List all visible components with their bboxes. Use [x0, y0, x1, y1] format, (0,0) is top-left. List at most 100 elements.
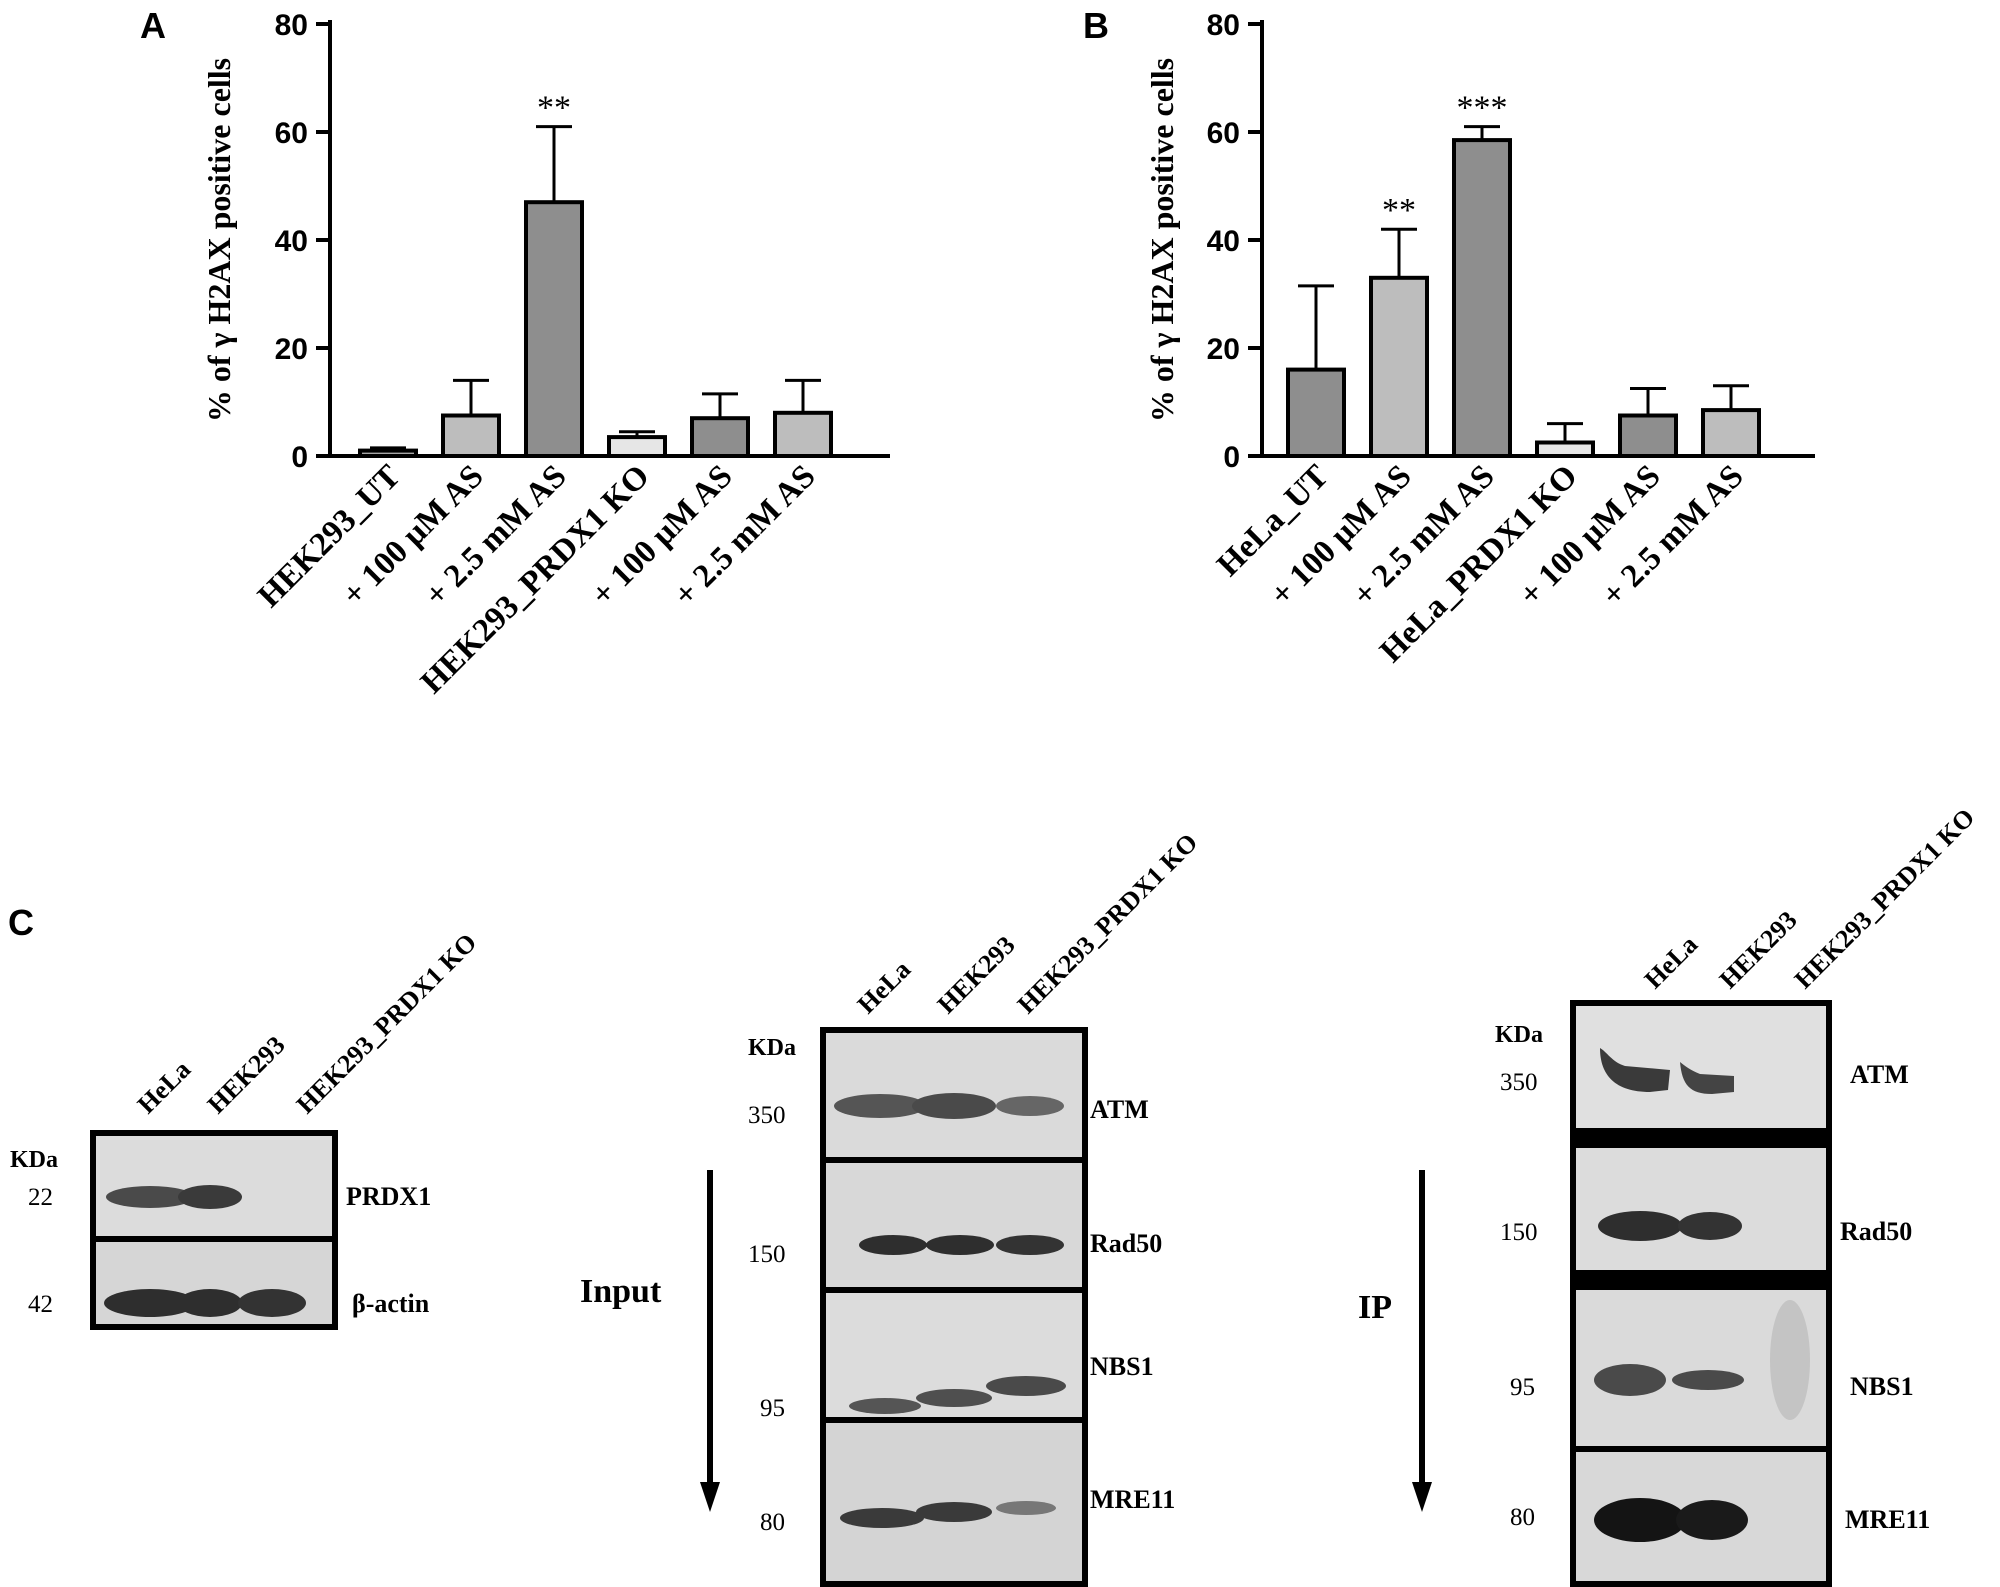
- input-label: Input: [580, 1273, 662, 1310]
- band-nbs1: [849, 1398, 921, 1414]
- panel-letter-b: B: [1083, 5, 1109, 46]
- y-tick-label: 0: [1223, 441, 1240, 474]
- mw-marker: 22: [28, 1184, 53, 1211]
- protein-label: NBS1: [1090, 1352, 1154, 1381]
- bar: [1452, 138, 1512, 458]
- arrow-down-icon: [1412, 1482, 1432, 1512]
- lane-label: HEK293_PRDX1 KO: [1789, 803, 1981, 995]
- band-rad50: [926, 1235, 994, 1255]
- lane-label: HEK293_PRDX1 KO: [1012, 828, 1204, 1020]
- band-nbs1: [916, 1389, 992, 1407]
- band-atm: [996, 1096, 1064, 1116]
- panel-letter-c: C: [8, 902, 34, 943]
- protein-label: β-actin: [352, 1289, 430, 1318]
- protein-label: MRE11: [1845, 1505, 1930, 1534]
- lane-label: HeLa: [852, 955, 916, 1019]
- mw-marker: 95: [1510, 1374, 1535, 1401]
- protein-label: PRDX1: [346, 1182, 431, 1211]
- chart-a: A % of γ H2AX positive cells 0 20 40 60 80 *…: [140, 5, 890, 701]
- bar: [358, 448, 418, 459]
- kda-label: KDa: [10, 1147, 58, 1173]
- lane-label: HeLa: [1639, 930, 1703, 994]
- mw-marker: 150: [1500, 1219, 1538, 1246]
- kda-label: KDa: [748, 1035, 796, 1061]
- category-labels-a: HEK293_UT+ 100 μM AS+ 2.5 mM ASHEK293_PR…: [251, 458, 822, 701]
- band-nbs1: [1594, 1364, 1666, 1396]
- category-label: HEK293_UT: [251, 458, 407, 614]
- y-ticks-b: 0 20 40 60 80: [1207, 9, 1262, 474]
- protein-label: Rad50: [1840, 1217, 1912, 1246]
- significance-label: **: [537, 90, 571, 127]
- mw-marker: 150: [748, 1241, 786, 1268]
- membrane-strip: [1576, 1148, 1826, 1270]
- bar: [1535, 440, 1595, 458]
- lane-label: HeLa: [132, 1055, 196, 1119]
- protein-label: NBS1: [1850, 1372, 1914, 1401]
- mw-marker: 350: [1500, 1069, 1538, 1096]
- y-tick-label: 40: [1207, 225, 1240, 258]
- blot-3-ip: HeLa HEK293 HEK293_PRDX1 KO KDa 350 150 …: [1358, 803, 1980, 1587]
- bars-b: *****: [1286, 90, 1761, 459]
- mw-marker: 80: [760, 1509, 785, 1536]
- y-axis-label-a: % of γ H2AX positive cells: [201, 58, 237, 422]
- band-nbs1: [986, 1376, 1066, 1396]
- bar: [1701, 408, 1761, 459]
- mw-marker: 350: [748, 1102, 786, 1129]
- band-actin-ko: [238, 1289, 306, 1317]
- band-mre11: [1594, 1498, 1686, 1542]
- band-nbs1: [1672, 1370, 1744, 1390]
- band-mre11: [916, 1502, 992, 1522]
- y-tick-label: 80: [275, 9, 308, 42]
- band-rad50: [996, 1235, 1064, 1255]
- band-actin-hek293: [178, 1289, 242, 1317]
- y-tick-label: 40: [275, 225, 308, 258]
- lane-label: HEK293: [202, 1030, 291, 1119]
- bar: [1618, 413, 1678, 458]
- protein-label: ATM: [1850, 1060, 1909, 1089]
- band-rad50: [1678, 1212, 1742, 1240]
- y-tick-label: 20: [275, 333, 308, 366]
- band-atm: [1680, 1062, 1734, 1094]
- y-tick-label: 60: [1207, 117, 1240, 150]
- band-rad50: [1598, 1211, 1682, 1241]
- panel-letter-a: A: [140, 5, 166, 46]
- bar: [524, 200, 584, 458]
- y-axis-label-b: % of γ H2AX positive cells: [1144, 58, 1180, 422]
- y-tick-label: 0: [291, 441, 308, 474]
- significance-label: ***: [1457, 90, 1508, 127]
- lane-label: HEK293: [1714, 905, 1803, 994]
- y-tick-label: 80: [1207, 9, 1240, 42]
- band-atm: [834, 1094, 926, 1118]
- band-mre11: [996, 1501, 1056, 1515]
- y-tick-label: 60: [275, 117, 308, 150]
- band-mre11: [1676, 1500, 1748, 1540]
- chart-b: B % of γ H2AX positive cells 0 20 40 60 80 *…: [1083, 5, 1815, 670]
- membrane-strip: [826, 1163, 1082, 1287]
- mw-marker: 80: [1510, 1504, 1535, 1531]
- mw-marker: 42: [28, 1291, 53, 1318]
- blot-1: HeLa HEK293 HEK293_PRDX1 KO KDa 22 42 PR…: [10, 928, 482, 1330]
- kda-label: KDa: [1495, 1022, 1543, 1048]
- band-prdx1-hek293: [178, 1185, 242, 1209]
- y-tick-label: 20: [1207, 333, 1240, 366]
- bar: [1286, 367, 1346, 459]
- band-atm: [912, 1093, 996, 1119]
- bar: [773, 410, 833, 458]
- arrow-down-icon: [700, 1482, 720, 1512]
- blot-2-input: HeLa HEK293 HEK293_PRDX1 KO KDa 350 150 …: [580, 828, 1203, 1587]
- bars-a: **: [358, 90, 833, 459]
- lane-label: HEK293: [932, 930, 1021, 1019]
- band-actin-hela: [104, 1289, 196, 1317]
- bar: [441, 413, 501, 458]
- band-nbs1-smear: [1770, 1300, 1810, 1420]
- mw-marker: 95: [760, 1395, 785, 1422]
- y-ticks-a: 0 20 40 60 80: [275, 9, 330, 474]
- protein-label: Rad50: [1090, 1229, 1162, 1258]
- bar: [607, 435, 667, 459]
- band-atm: [1600, 1048, 1670, 1092]
- bar: [1369, 275, 1429, 458]
- band-rad50: [859, 1235, 927, 1255]
- band-mre11: [840, 1508, 924, 1528]
- protein-label: ATM: [1090, 1095, 1149, 1124]
